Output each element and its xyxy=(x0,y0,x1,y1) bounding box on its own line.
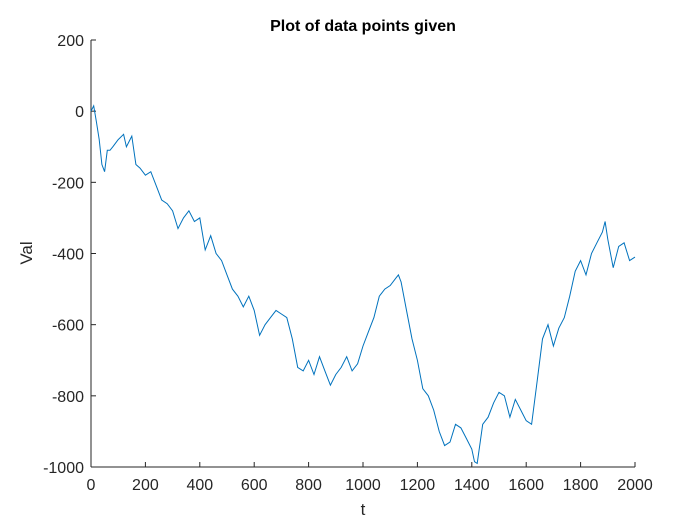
x-tick-label: 200 xyxy=(132,477,159,494)
y-axis-label: Val xyxy=(17,241,36,264)
x-tick-label: 0 xyxy=(87,477,96,494)
y-tick-label: 0 xyxy=(75,104,84,121)
y-tick-label: -600 xyxy=(52,318,84,335)
x-tick-label: 1200 xyxy=(400,477,436,494)
x-ticks: 0 200 400 600 800 1000 1200 1400 1600 1800 2000 xyxy=(87,462,653,494)
x-axis-label: t xyxy=(361,500,366,519)
plot-area: 0 200 400 600 800 1000 1200 1400 1600 1800 2000 -1… xyxy=(43,33,653,494)
x-tick-label: 1400 xyxy=(454,477,490,494)
y-tick-label: -400 xyxy=(52,247,84,264)
x-tick-label: 1000 xyxy=(345,477,381,494)
y-tick-label: 200 xyxy=(57,33,84,50)
chart-title: Plot of data points given xyxy=(270,18,456,35)
y-ticks: -1000 -800 -600 -400 -200 0 200 xyxy=(43,33,96,477)
x-tick-label: 600 xyxy=(241,477,268,494)
x-tick-label: 1600 xyxy=(508,477,544,494)
y-tick-label: -1000 xyxy=(43,460,84,477)
y-tick-label: -800 xyxy=(52,389,84,406)
data-series-line xyxy=(90,104,636,465)
x-tick-label: 800 xyxy=(295,477,322,494)
y-tick-label: -200 xyxy=(52,175,84,192)
x-tick-label: 400 xyxy=(186,477,213,494)
x-tick-label: 1800 xyxy=(563,477,599,494)
x-tick-label: 2000 xyxy=(617,477,653,494)
